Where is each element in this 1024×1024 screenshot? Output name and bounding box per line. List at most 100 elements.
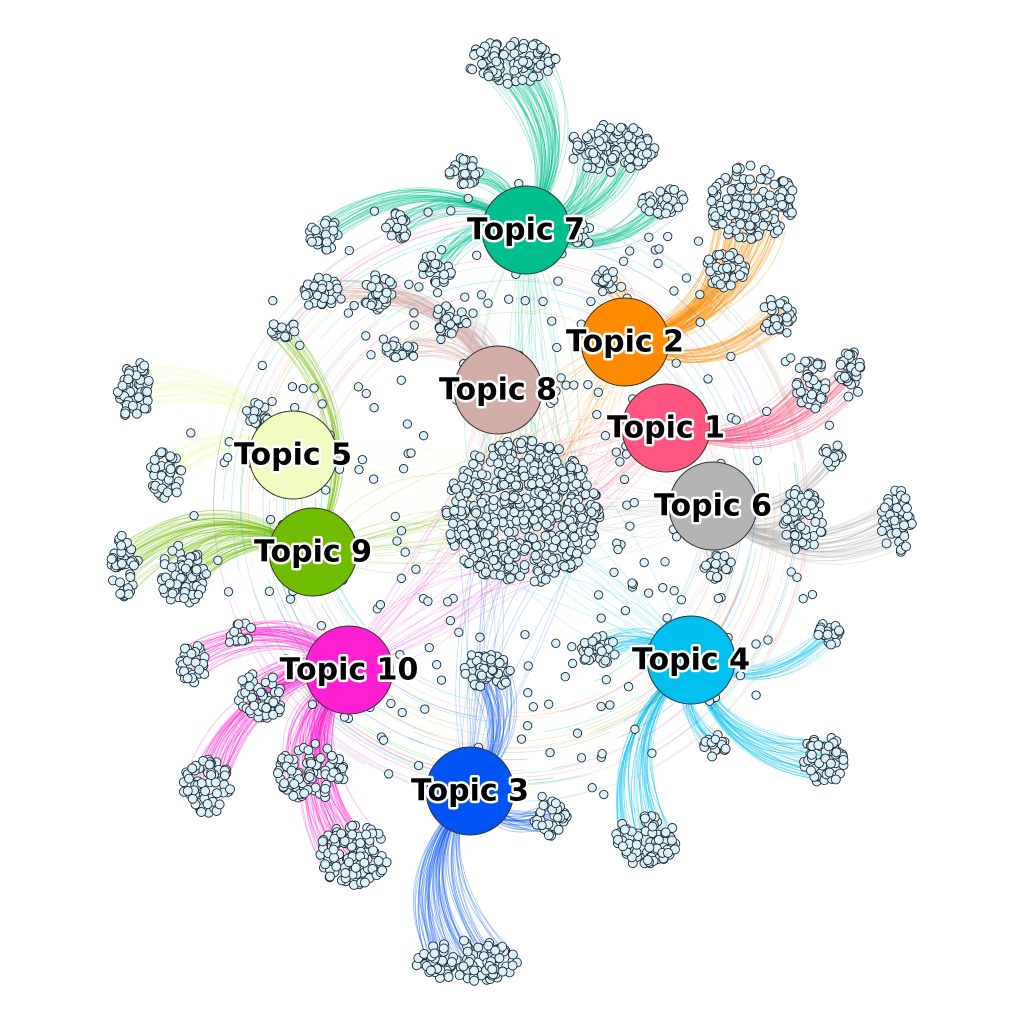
document-node bbox=[424, 642, 434, 653]
document-node bbox=[791, 379, 802, 390]
document-node bbox=[165, 464, 176, 475]
document-node bbox=[751, 639, 761, 649]
document-node bbox=[295, 340, 305, 350]
document-node bbox=[477, 58, 488, 69]
document-node bbox=[617, 841, 628, 852]
document-node bbox=[485, 654, 496, 665]
topic-hub-circle bbox=[580, 297, 670, 387]
document-node bbox=[223, 452, 233, 463]
document-node bbox=[772, 225, 783, 236]
document-node bbox=[666, 835, 677, 846]
document-node bbox=[662, 192, 673, 203]
document-node bbox=[660, 557, 670, 567]
document-node bbox=[260, 677, 271, 688]
document-node bbox=[758, 220, 769, 231]
document-node bbox=[567, 642, 577, 652]
document-node bbox=[544, 441, 555, 452]
document-node bbox=[623, 682, 634, 692]
document-node bbox=[731, 199, 742, 210]
topic-hub-circle bbox=[621, 383, 711, 473]
document-node bbox=[400, 547, 410, 557]
document-node bbox=[469, 965, 480, 976]
document-node bbox=[559, 561, 570, 572]
document-node bbox=[602, 273, 612, 283]
document-node bbox=[583, 379, 593, 390]
document-node bbox=[797, 537, 808, 548]
topic-hub-circle bbox=[668, 461, 758, 551]
document-node bbox=[542, 66, 553, 77]
document-node bbox=[717, 218, 728, 229]
topic-label: Topic 6 bbox=[654, 489, 772, 524]
document-node bbox=[446, 957, 457, 967]
document-node bbox=[544, 699, 554, 709]
document-node bbox=[721, 194, 732, 205]
document-node bbox=[734, 254, 744, 265]
document-node bbox=[609, 567, 619, 577]
document-node bbox=[644, 206, 655, 217]
document-node bbox=[511, 480, 521, 491]
document-node bbox=[807, 389, 817, 400]
document-node bbox=[750, 213, 761, 224]
document-node bbox=[127, 400, 138, 411]
topic-hub-circle bbox=[453, 345, 543, 435]
document-node bbox=[500, 491, 511, 501]
document-node bbox=[276, 322, 287, 333]
document-node bbox=[527, 436, 538, 447]
document-node bbox=[719, 551, 730, 562]
document-node bbox=[233, 619, 244, 630]
document-node bbox=[726, 185, 737, 196]
document-node bbox=[460, 292, 470, 302]
document-node bbox=[361, 829, 372, 840]
document-node bbox=[744, 174, 755, 185]
document-node bbox=[395, 649, 405, 660]
document-node bbox=[156, 447, 167, 458]
document-node bbox=[123, 589, 134, 600]
document-node bbox=[596, 613, 606, 623]
document-node bbox=[681, 273, 692, 283]
document-node bbox=[268, 709, 279, 720]
document-node bbox=[210, 777, 221, 788]
document-node bbox=[901, 503, 912, 513]
document-node bbox=[139, 360, 150, 371]
document-node bbox=[566, 462, 577, 473]
document-node bbox=[586, 522, 597, 533]
document-node bbox=[497, 966, 508, 977]
document-node bbox=[551, 386, 561, 396]
document-node bbox=[509, 540, 520, 551]
document-node bbox=[639, 557, 649, 568]
document-node bbox=[600, 431, 611, 441]
document-node bbox=[627, 578, 637, 588]
document-node bbox=[399, 231, 410, 242]
document-node bbox=[795, 386, 806, 397]
document-node bbox=[601, 675, 611, 685]
document-node bbox=[769, 179, 780, 190]
document-node bbox=[572, 728, 583, 738]
topic-hub-7: Topic 7 bbox=[465, 185, 587, 275]
document-node bbox=[630, 724, 640, 734]
document-node bbox=[891, 527, 902, 538]
topic-label: Topic 5 bbox=[234, 438, 352, 473]
document-node bbox=[133, 392, 144, 403]
document-node bbox=[219, 770, 230, 781]
document-node bbox=[660, 208, 671, 219]
document-node bbox=[307, 699, 318, 710]
document-node bbox=[706, 196, 717, 207]
document-node bbox=[287, 381, 298, 392]
document-node bbox=[444, 167, 455, 178]
document-node bbox=[786, 353, 796, 363]
document-node bbox=[763, 635, 773, 645]
document-node bbox=[711, 572, 722, 583]
document-node bbox=[480, 567, 491, 578]
document-node bbox=[800, 506, 811, 517]
document-node bbox=[567, 522, 578, 533]
document-node bbox=[488, 495, 499, 506]
topic-hub-4: Topic 4 bbox=[630, 615, 752, 705]
document-node bbox=[701, 560, 711, 571]
document-node bbox=[557, 521, 568, 532]
topic-label: Topic 7 bbox=[467, 213, 585, 248]
document-node bbox=[504, 294, 514, 304]
document-node bbox=[598, 286, 608, 297]
document-node bbox=[355, 838, 366, 849]
document-node bbox=[594, 136, 605, 147]
document-node bbox=[120, 408, 131, 419]
